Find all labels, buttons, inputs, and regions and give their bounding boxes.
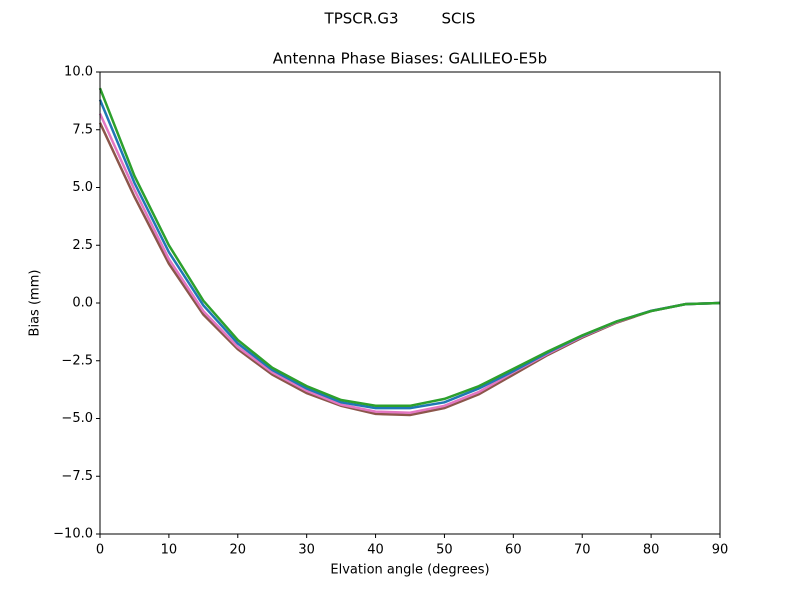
x-tick-label: 40: [367, 543, 384, 558]
x-tick-label: 30: [298, 543, 315, 558]
series-line: [98, 113, 721, 414]
series-line: [98, 122, 721, 417]
y-tick-label: −2.5: [61, 353, 93, 368]
x-tick-label: 0: [96, 543, 104, 558]
y-tick-label: 7.5: [72, 122, 93, 137]
x-axis-label: Elvation angle (degrees): [330, 563, 489, 578]
plot-frame: [99, 71, 721, 535]
x-tick-label: 50: [436, 543, 453, 558]
x-tick-label: 20: [230, 543, 247, 558]
x-tick-label: 90: [712, 543, 729, 558]
x-tick-label: 70: [574, 543, 591, 558]
y-tick-label: 0.0: [72, 296, 93, 311]
series-line: [98, 87, 721, 408]
y-axis-label: Bias (mm): [28, 270, 43, 337]
y-tick-label: −7.5: [61, 469, 93, 484]
x-tick-label: 80: [643, 543, 660, 558]
series-line: [98, 99, 721, 410]
y-tick-label: 2.5: [72, 238, 93, 253]
chart-title: Antenna Phase Biases: GALILEO-E5b: [273, 50, 547, 68]
y-tick-label: 10.0: [64, 65, 93, 80]
y-tick-label: −5.0: [61, 411, 93, 426]
y-tick-label: 5.0: [72, 180, 93, 195]
y-tick-label: −10.0: [53, 527, 93, 542]
suptitle: TPSCR.G3 SCIS: [324, 10, 476, 28]
x-tick-label: 60: [505, 543, 522, 558]
x-tick-label: 10: [161, 543, 178, 558]
